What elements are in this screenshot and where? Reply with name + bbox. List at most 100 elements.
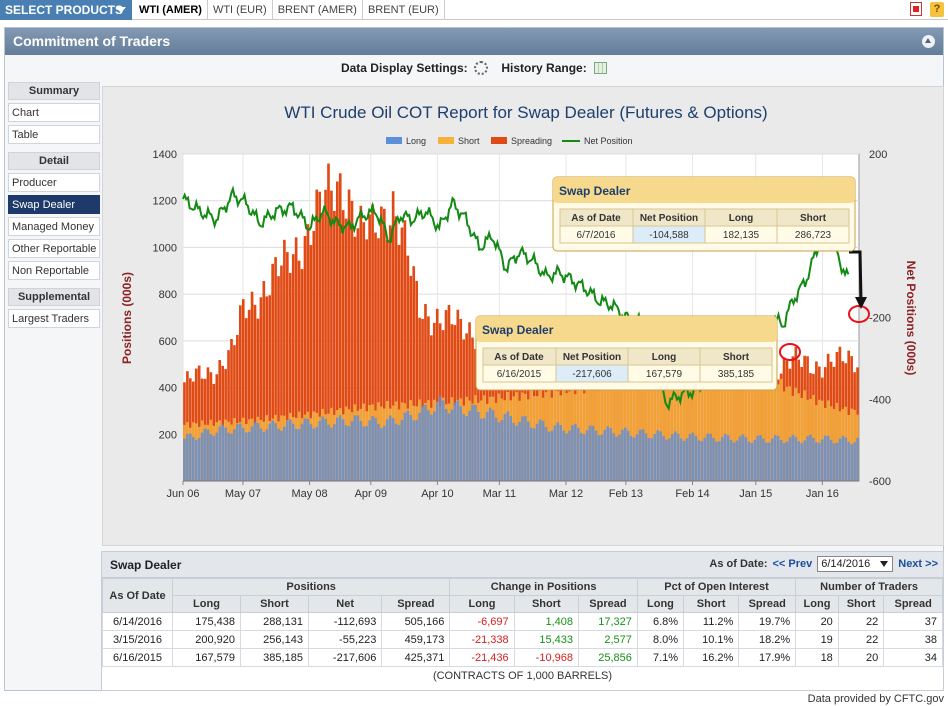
sidebar-item-table[interactable]: Table (8, 125, 100, 144)
long-bar (768, 442, 771, 481)
long-bar (421, 405, 424, 481)
col-header: Short (513, 595, 579, 613)
long-bar (288, 419, 292, 481)
chart-title: WTI Crude Oil COT Report for Swap Dealer… (284, 103, 767, 122)
table-cell: 167,579 (172, 648, 241, 667)
short-bar (629, 383, 633, 481)
collapse-icon[interactable] (922, 35, 935, 48)
tooltip-2016-header-date: As of Date (571, 213, 621, 224)
spreading-bar (388, 225, 392, 481)
long-bar (306, 418, 310, 481)
y-tick-label: 1000 (153, 242, 177, 254)
long-bar (794, 436, 798, 481)
spreading-bar (424, 303, 427, 481)
long-bar (189, 433, 192, 481)
short-bar (653, 373, 657, 481)
long-bar (656, 430, 659, 481)
next-button[interactable]: Next >> (898, 558, 938, 570)
spreading-bar (256, 318, 260, 481)
tab-brent-eur[interactable]: BRENT (EUR) (363, 0, 445, 20)
long-bar (553, 425, 557, 481)
long-bar (544, 427, 548, 481)
short-bar (712, 356, 715, 481)
short-bar (691, 351, 695, 481)
table-row: 6/16/2015 167,579 385,185 -217,606 425,3… (102, 648, 943, 667)
long-bar (359, 420, 363, 481)
prev-button[interactable]: << Prev (772, 558, 813, 570)
tab-wti-eur[interactable]: WTI (EUR) (208, 0, 273, 20)
spreading-bar (250, 291, 254, 481)
long-bar (191, 437, 195, 481)
y-axis-label: Positions (000s) (120, 272, 134, 364)
long-bar (809, 434, 812, 481)
sidebar-item-managed-money[interactable]: Managed Money (8, 217, 100, 236)
long-bar (788, 437, 792, 481)
y-tick-label: 400 (159, 383, 177, 395)
gear-icon[interactable] (474, 60, 488, 75)
calendar-icon[interactable] (594, 61, 608, 74)
long-bar (641, 429, 645, 481)
spreading-bar (283, 239, 286, 481)
sidebar-item-other-reportable[interactable]: Other Reportable (8, 239, 100, 258)
cot-chart[interactable]: WTI Crude Oil COT Report for Swap Dealer… (103, 87, 945, 547)
short-bar (615, 388, 618, 481)
tooltip-2015: Swap Dealer As of Date Net Position Long… (475, 315, 778, 391)
spreading-bar (230, 339, 233, 481)
long-bar (650, 438, 654, 481)
table-cell: 505,166 (381, 612, 451, 631)
spreading-bar (353, 236, 357, 481)
sidebar-heading-supplemental: Supplemental (8, 288, 100, 306)
spreading-bar (262, 281, 266, 481)
long-bar (377, 424, 380, 481)
table-footnote: (CONTRACTS OF 1,000 BARRELS) (432, 670, 613, 682)
spreading-bar (435, 308, 439, 481)
pdf-icon[interactable] (910, 2, 922, 16)
highlight-marker-2015[interactable] (779, 343, 801, 361)
long-bar (356, 415, 360, 481)
sidebar-item-chart[interactable]: Chart (8, 103, 100, 122)
long-bar (647, 438, 651, 481)
sidebar-item-largest-traders[interactable]: Largest Traders (8, 309, 100, 328)
tab-wti-amer[interactable]: WTI (AMER) (134, 0, 208, 20)
table-title: Swap Dealer (110, 558, 182, 572)
spreading-bar (206, 367, 210, 481)
x-tick-label: Jan 15 (739, 488, 772, 500)
long-bar (688, 433, 692, 481)
spreading-bar (456, 309, 460, 481)
sidebar-heading-summary: Summary (8, 82, 100, 100)
long-bar (718, 441, 721, 481)
help-icon[interactable]: ? (930, 2, 944, 17)
x-tick-label: Feb 14 (675, 488, 709, 500)
tooltip-pointer-arrow (849, 250, 863, 301)
spreading-bar (277, 276, 280, 481)
spreading-bar (312, 230, 316, 481)
sidebar-item-swap-dealer[interactable]: Swap Dealer (8, 195, 100, 214)
short-bar (817, 399, 821, 481)
long-bar (800, 443, 804, 481)
product-tabs: WTI (AMER) WTI (EUR) BRENT (AMER) BRENT … (134, 0, 445, 20)
select-products-dropdown[interactable]: SELECT PRODUCTS (0, 0, 132, 20)
short-bar (762, 367, 765, 481)
col-group-pct-oi: Pct of Open Interest (636, 578, 797, 596)
chart-container: WTI Crude Oil COT Report for Swap Dealer… (102, 86, 944, 546)
date-select[interactable]: 6/14/2016 (817, 556, 894, 572)
short-bar (600, 386, 604, 481)
highlight-marker-2016[interactable] (848, 305, 870, 323)
tab-brent-amer[interactable]: BRENT (AMER) (273, 0, 363, 20)
long-bar (565, 433, 568, 481)
spreading-bar (365, 239, 369, 481)
long-bar (294, 428, 298, 481)
short-bar (773, 383, 777, 481)
short-bar (688, 360, 692, 481)
table-cell: 385,185 (239, 648, 309, 667)
sidebar-item-producer[interactable]: Producer (8, 173, 100, 192)
long-bar (609, 428, 612, 481)
tooltip-2016-cell (776, 225, 850, 244)
long-bar (277, 428, 280, 481)
long-bar (512, 422, 515, 481)
long-bar (427, 410, 430, 481)
long-bar (271, 420, 274, 481)
sidebar-item-non-reportable[interactable]: Non Reportable (8, 261, 100, 280)
long-bar (371, 415, 374, 481)
short-bar (770, 372, 774, 481)
